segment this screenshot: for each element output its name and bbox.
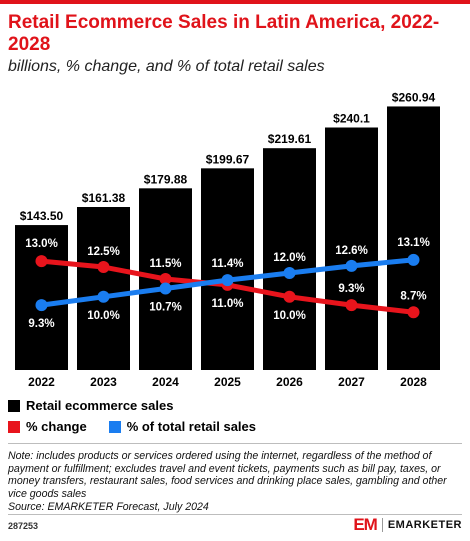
share-point: [283, 267, 296, 279]
legend-item-sales: Retail ecommerce sales: [8, 398, 173, 413]
share-point: [35, 299, 48, 312]
change-label: 11.5%: [150, 258, 182, 270]
share-label: 12.6%: [335, 245, 368, 257]
share-label: 11.4%: [212, 258, 244, 270]
brand-name: EMARKETER: [387, 519, 462, 531]
change-label: 12.5%: [87, 246, 120, 258]
bar-2027: [325, 127, 378, 371]
x-tick-label: 2027: [338, 375, 365, 389]
share-point: [159, 282, 172, 295]
legend-row-1: Retail ecommerce sales: [8, 398, 195, 413]
chart-area: $143.50 2022 $161.38 2023 $179.88 2024 $199.67…: [15, 90, 440, 389]
share-point: [407, 253, 420, 266]
legend-item-change: % change: [8, 419, 87, 434]
x-tick-label: 2023: [90, 375, 117, 389]
bar-value-label: $179.88: [144, 172, 188, 186]
share-label: 13.1%: [397, 237, 430, 249]
share-point: [345, 259, 358, 272]
legend-swatch-sales: [8, 399, 20, 412]
change-label: 11.0%: [212, 298, 244, 310]
legend-row-2: % change % of total retail sales: [8, 419, 278, 434]
change-point: [283, 290, 296, 303]
change-label: 13.0%: [25, 238, 58, 250]
bar-value-label: $260.94: [392, 90, 436, 104]
chart-subtitle: billions, % change, and % of total retai…: [8, 58, 325, 75]
x-tick-label: 2022: [28, 375, 55, 389]
legend-label-change: % change: [26, 419, 87, 434]
share-label: 10.0%: [87, 310, 120, 322]
chart-id: 287253: [8, 521, 39, 531]
x-tick-label: 2025: [214, 375, 241, 389]
bar-2022: [15, 225, 68, 370]
bar-2023: [77, 207, 130, 370]
legend-swatch-share: [108, 420, 121, 433]
bar-value-label: $199.67: [206, 152, 250, 166]
footnote: Note: includes products or services orde…: [8, 450, 447, 500]
change-point: [35, 255, 48, 268]
change-label: 9.3%: [338, 283, 364, 295]
chart-title: Retail Ecommerce Sales in Latin America,…: [8, 12, 440, 55]
legend-item-share: % of total retail sales: [108, 419, 257, 434]
bar-2028: [387, 106, 440, 371]
change-point: [345, 299, 358, 312]
bar-value-label: $143.50: [20, 209, 64, 223]
legend-label-share: % of total retail sales: [126, 419, 257, 434]
legend-label-sales: Retail ecommerce sales: [26, 398, 174, 413]
bar-value-label: $240.1: [333, 111, 370, 125]
top-accent-bar: [0, 0, 470, 4]
share-label: 12.0%: [273, 252, 306, 264]
footer-divider: [8, 514, 462, 515]
share-label: 9.3%: [28, 318, 54, 330]
legend-swatch-change: [8, 420, 20, 433]
change-point: [407, 306, 420, 319]
x-tick-label: 2028: [400, 375, 427, 389]
x-tick-label: 2024: [152, 375, 179, 389]
divider: [8, 443, 462, 444]
share-point: [97, 290, 110, 303]
brand-logo: EM EMARKETER: [353, 515, 462, 535]
share-point: [221, 274, 234, 287]
bar-2026: [263, 148, 316, 370]
x-tick-label: 2026: [276, 375, 303, 389]
brand-separator: [381, 518, 383, 532]
change-point: [97, 261, 110, 274]
brand-mark: EM: [353, 515, 377, 534]
change-point: [159, 272, 172, 285]
bar-value-label: $219.61: [268, 132, 312, 146]
share-label: 10.7%: [149, 301, 182, 313]
change-label: 10.0%: [273, 310, 306, 322]
bar-2025: [201, 168, 254, 370]
bar-value-label: $161.38: [82, 191, 126, 205]
source-line: Source: EMARKETER Forecast, July 2024: [8, 501, 209, 513]
change-label: 8.7%: [400, 290, 426, 302]
